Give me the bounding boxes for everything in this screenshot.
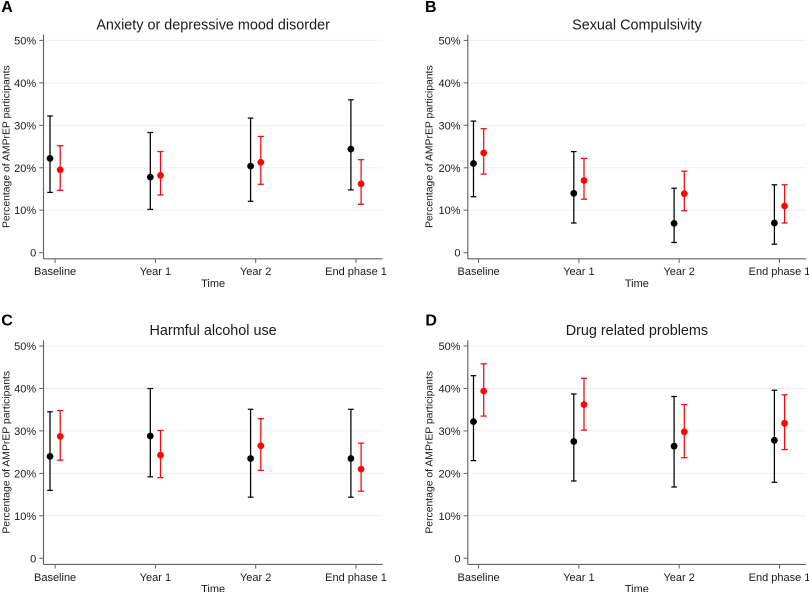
svg-text:Sexual Compulsivity: Sexual Compulsivity — [572, 17, 702, 33]
svg-text:50%: 50% — [14, 341, 36, 353]
svg-text:Year 2: Year 2 — [240, 266, 271, 278]
svg-text:D: D — [425, 313, 437, 330]
svg-text:Percentage of AMPrEP participa: Percentage of AMPrEP participants — [1, 371, 12, 534]
svg-text:B: B — [425, 0, 437, 16]
svg-text:Percentage of AMPrEP participa: Percentage of AMPrEP participants — [425, 371, 436, 534]
svg-text:Percentage of AMPrEP participa: Percentage of AMPrEP participants — [425, 65, 436, 228]
svg-text:40%: 40% — [438, 384, 460, 396]
svg-text:10%: 10% — [438, 511, 460, 523]
svg-text:Time: Time — [625, 278, 649, 290]
svg-text:40%: 40% — [438, 78, 460, 90]
svg-text:Baseline: Baseline — [34, 266, 76, 278]
svg-text:Baseline: Baseline — [457, 572, 499, 584]
svg-text:Drug related problems: Drug related problems — [566, 323, 708, 339]
svg-text:10%: 10% — [14, 511, 36, 523]
svg-text:10%: 10% — [438, 205, 460, 217]
svg-text:50%: 50% — [14, 35, 36, 47]
svg-text:0: 0 — [454, 553, 460, 565]
svg-text:30%: 30% — [14, 120, 36, 132]
svg-text:0: 0 — [30, 248, 36, 260]
svg-text:20%: 20% — [438, 468, 460, 480]
svg-text:Baseline: Baseline — [34, 572, 76, 584]
svg-text:Year 1: Year 1 — [563, 572, 594, 584]
svg-text:End phase 1: End phase 1 — [749, 266, 809, 278]
svg-text:0: 0 — [30, 553, 36, 565]
svg-text:C: C — [1, 313, 13, 330]
svg-text:Time: Time — [201, 278, 225, 290]
svg-text:Year 1: Year 1 — [140, 266, 171, 278]
svg-text:20%: 20% — [438, 163, 460, 175]
svg-text:30%: 30% — [14, 426, 36, 438]
svg-text:Percentage of AMPrEP participa: Percentage of AMPrEP participants — [1, 65, 12, 228]
svg-text:40%: 40% — [14, 78, 36, 90]
svg-text:20%: 20% — [14, 468, 36, 480]
svg-text:30%: 30% — [438, 120, 460, 132]
svg-text:Year 2: Year 2 — [663, 572, 694, 584]
svg-text:40%: 40% — [14, 384, 36, 396]
svg-text:Harmful alcohol use: Harmful alcohol use — [150, 323, 277, 339]
svg-text:50%: 50% — [438, 341, 460, 353]
svg-text:50%: 50% — [438, 35, 460, 47]
svg-text:10%: 10% — [14, 205, 36, 217]
svg-text:Time: Time — [625, 584, 649, 592]
svg-text:Anxiety or depressive mood dis: Anxiety or depressive mood disorder — [96, 17, 330, 33]
svg-text:Year 1: Year 1 — [563, 266, 594, 278]
svg-text:Year 2: Year 2 — [240, 572, 271, 584]
svg-text:20%: 20% — [14, 163, 36, 175]
svg-text:Year 1: Year 1 — [140, 572, 171, 584]
svg-text:30%: 30% — [438, 426, 460, 438]
svg-text:End phase 1: End phase 1 — [325, 266, 387, 278]
svg-text:A: A — [1, 0, 13, 16]
svg-text:End phase 1: End phase 1 — [325, 572, 387, 584]
svg-text:End phase 1: End phase 1 — [749, 572, 809, 584]
svg-text:Time: Time — [201, 584, 225, 592]
svg-text:0: 0 — [454, 248, 460, 260]
svg-text:Year 2: Year 2 — [663, 266, 694, 278]
svg-text:Baseline: Baseline — [457, 266, 499, 278]
